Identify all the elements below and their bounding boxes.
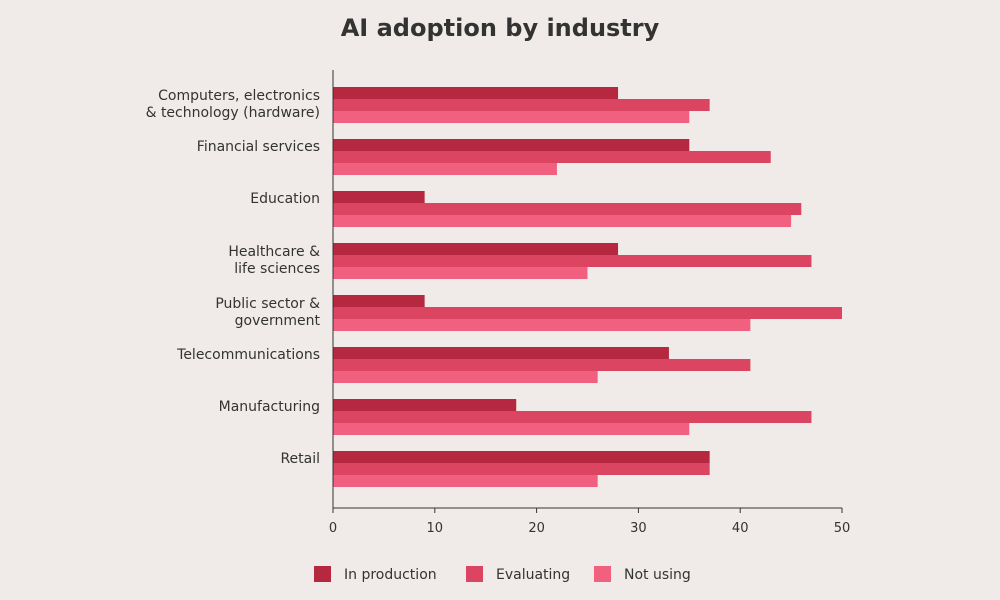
bar [333,319,751,331]
bar [333,87,619,99]
bar [333,243,619,255]
bar [333,151,771,163]
legend-swatch [314,566,331,582]
axes [332,70,842,509]
bar [333,203,802,215]
bar [333,399,517,411]
bar [333,463,710,475]
category-label: Education [250,191,320,207]
category-label: Healthcare & life sciences [228,244,320,277]
category-label: Retail [280,451,320,467]
bars [333,87,842,487]
bar [333,475,598,487]
bar [333,451,710,463]
bar [333,423,690,435]
legend-swatch [594,566,611,582]
bar [333,347,669,359]
bar [333,295,425,307]
bar [333,111,690,123]
bar [333,371,598,383]
bar [333,139,690,151]
x-tick-label: 50 [834,521,851,536]
x-tick-label: 10 [427,521,444,536]
category-label: Telecommunications [176,347,320,363]
bar [333,307,842,319]
bar [333,163,557,175]
legend: In production Evaluating Not using [314,566,691,583]
bar [333,359,751,371]
x-tick-label: 20 [528,521,545,536]
x-tick-label: 0 [329,521,337,536]
category-label: Financial services [197,139,320,155]
category-label: Computers, electronics & technology (hard… [146,88,320,121]
legend-label: Not using [624,567,691,583]
bar [333,215,792,227]
chart-title: AI adoption by industry [340,14,660,42]
bar [333,411,812,423]
category-labels: Computers, electronics & technology (hard… [146,88,321,467]
legend-swatch [466,566,483,582]
legend-label: Evaluating [496,567,570,583]
bar [333,99,710,111]
legend-label: In production [344,567,437,583]
bar [333,267,588,279]
x-tick-label: 30 [630,521,647,536]
bar [333,191,425,203]
x-axis-ticks: 0 10 20 30 40 50 [329,508,850,536]
x-tick-label: 40 [732,521,749,536]
category-label: Manufacturing [219,399,320,415]
category-label: Public sector & government [215,296,320,329]
bar [333,255,812,267]
